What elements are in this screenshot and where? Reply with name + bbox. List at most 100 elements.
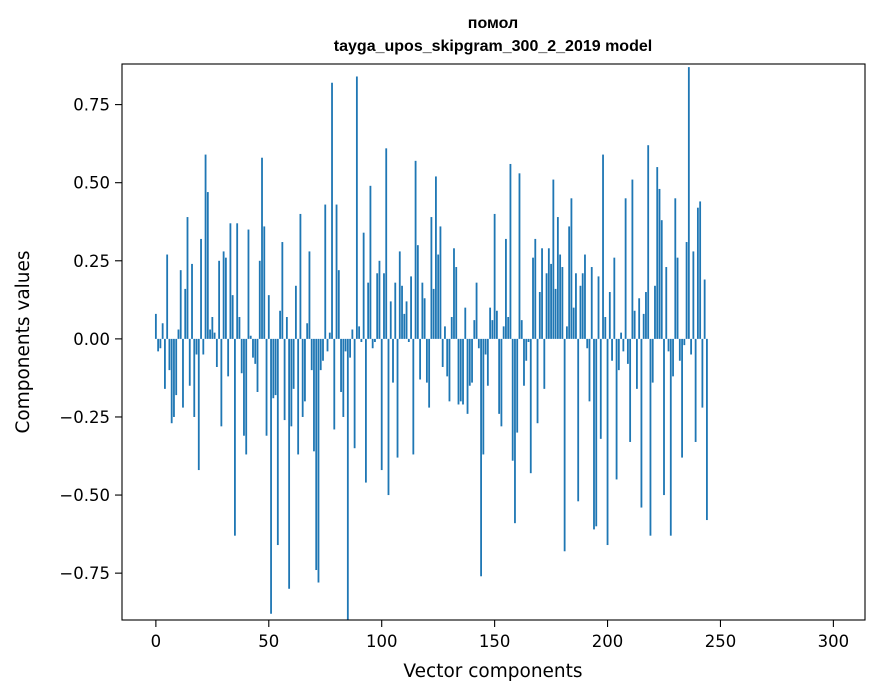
bar [651, 338, 654, 383]
y-tick-label: −0.75 [59, 564, 110, 583]
bar [159, 338, 162, 349]
bar [247, 229, 250, 339]
bar [177, 329, 180, 339]
bar [446, 338, 449, 377]
bar [297, 338, 300, 455]
bar [215, 338, 218, 367]
bar [175, 338, 178, 396]
bar [157, 338, 160, 352]
bar [412, 338, 415, 455]
bar [204, 154, 207, 339]
bar [283, 338, 286, 421]
bar [547, 248, 550, 339]
bar [317, 338, 320, 583]
y-tick-label: −0.25 [59, 408, 110, 427]
bar [536, 338, 539, 424]
bar [620, 332, 622, 339]
bar [371, 338, 374, 349]
bar [703, 279, 706, 339]
bar [376, 273, 379, 339]
bar [224, 257, 227, 339]
bar [401, 285, 403, 339]
bar [398, 251, 401, 339]
bar [444, 326, 446, 339]
bars-group [154, 67, 708, 620]
bar [428, 338, 431, 408]
y-tick-label: 0.50 [73, 174, 110, 193]
bar [484, 338, 487, 355]
bar [182, 338, 184, 408]
y-tick-label: 0.75 [73, 96, 110, 115]
bar [597, 276, 600, 339]
bar [561, 267, 564, 339]
bar [663, 338, 665, 496]
bar [416, 245, 419, 339]
bar [480, 338, 482, 577]
bar [288, 338, 291, 589]
bar [608, 292, 611, 339]
bar [319, 338, 322, 371]
bar [328, 332, 331, 339]
bar [649, 338, 652, 536]
bar [333, 338, 336, 430]
bar [310, 338, 313, 371]
bar [380, 338, 383, 471]
bar [520, 320, 523, 339]
bar [602, 154, 604, 339]
bar [441, 338, 444, 367]
bar [220, 338, 223, 427]
bar [385, 148, 388, 339]
bar [367, 282, 370, 339]
bar [579, 285, 582, 339]
bar [378, 260, 381, 339]
bar [213, 332, 216, 339]
y-tick-label: 0.00 [73, 330, 110, 349]
bar [572, 307, 575, 339]
bar [694, 338, 697, 442]
bar [186, 217, 189, 339]
bar [274, 338, 277, 396]
bar [290, 338, 293, 427]
bar [642, 313, 645, 339]
bar [256, 338, 259, 392]
bar [541, 248, 543, 339]
bar [209, 329, 211, 339]
x-tick-label: 0 [151, 632, 162, 651]
bar [514, 338, 516, 524]
y-tick-label: 0.25 [73, 252, 110, 271]
bar [229, 223, 232, 339]
bar [706, 338, 708, 521]
bar [166, 254, 169, 339]
bar [482, 338, 485, 455]
bar [365, 338, 367, 483]
bar [516, 338, 519, 433]
bar [270, 338, 272, 614]
bar [387, 338, 390, 496]
chart-subtitle: tayga_upos_skipgram_300_2_2019 model [334, 38, 652, 55]
bar [624, 198, 627, 339]
bar [534, 238, 537, 339]
bar [552, 179, 555, 339]
bar [238, 317, 241, 339]
bar [676, 257, 679, 339]
bar [285, 317, 288, 339]
bar [658, 188, 661, 339]
x-axis-ticks: 0 50 100 150 200 250 300 [151, 620, 849, 651]
bar [349, 338, 351, 358]
bar [227, 338, 230, 377]
bar [383, 273, 385, 339]
bar [410, 276, 412, 339]
bar [559, 254, 562, 339]
bar [405, 301, 408, 339]
bar [322, 338, 324, 361]
bar [502, 326, 505, 339]
bar [631, 179, 634, 339]
bar [638, 298, 641, 339]
chart-title: помол [468, 15, 518, 32]
bar [326, 338, 329, 352]
bar [570, 198, 573, 339]
bar [245, 338, 248, 455]
bar [394, 282, 397, 339]
bar [362, 232, 365, 339]
bar [267, 295, 270, 339]
